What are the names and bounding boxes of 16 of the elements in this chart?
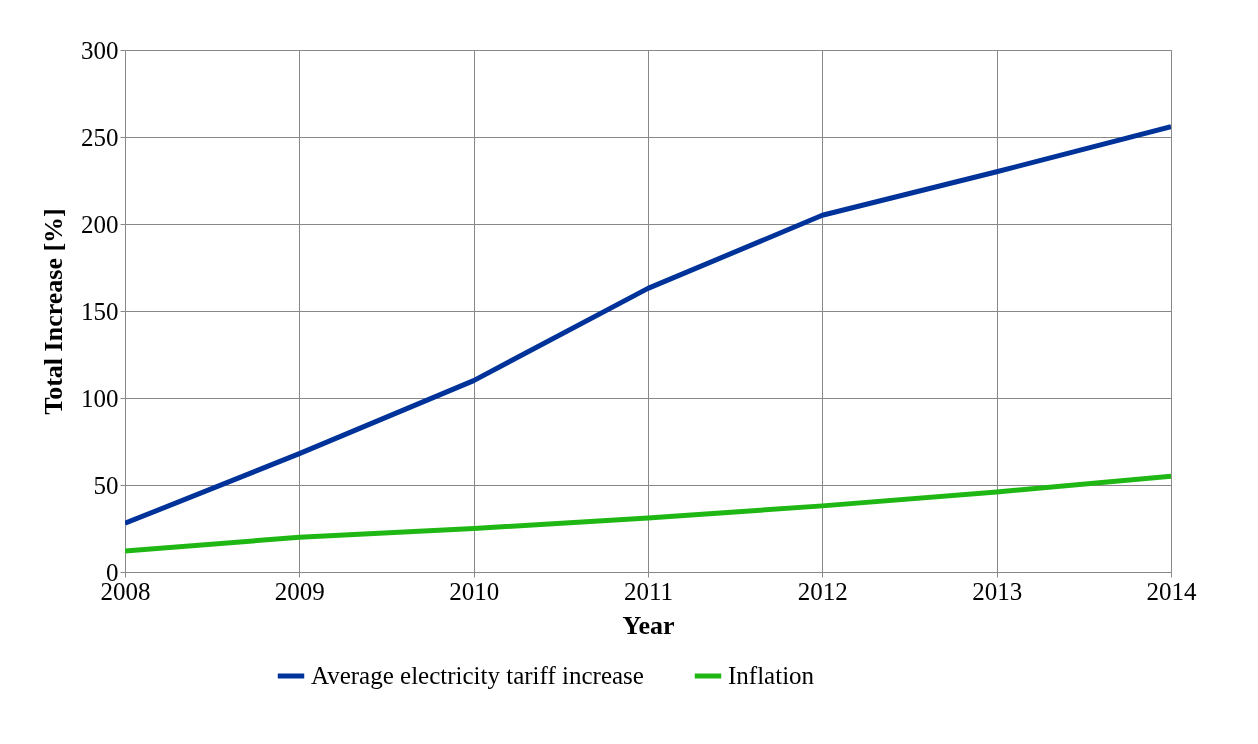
y-tick-label: 150 — [81, 297, 119, 325]
y-tick-label: 250 — [81, 123, 119, 151]
x-tick-label: 2012 — [797, 577, 848, 605]
legend-label: Average electricity tariff increase — [311, 662, 644, 689]
y-tick-label: 300 — [81, 36, 119, 64]
y-axis-title: Total Increase [%] — [39, 208, 68, 415]
y-tick-label: 100 — [81, 384, 119, 412]
legend-label: Inflation — [728, 662, 815, 689]
x-tick-label: 2013 — [972, 577, 1023, 605]
x-tick-label: 2009 — [274, 577, 325, 605]
x-tick-label: 2011 — [623, 577, 674, 605]
x-axis-title: Year — [622, 610, 675, 640]
y-tick-label: 200 — [81, 210, 119, 238]
x-tick-label: 2010 — [449, 577, 500, 605]
x-tick-label: 2014 — [1146, 577, 1197, 605]
y-tick-label: 50 — [93, 471, 119, 499]
